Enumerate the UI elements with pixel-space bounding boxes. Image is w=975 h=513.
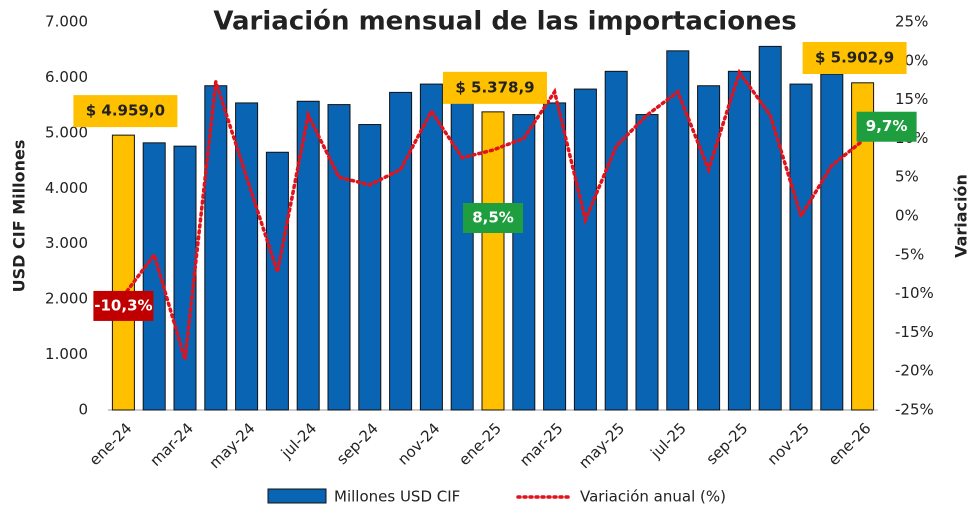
- y-tick-label: 7.000: [45, 13, 88, 31]
- x-tick-label: jul-24: [277, 419, 320, 462]
- x-tick-label: nov-25: [764, 419, 813, 468]
- bar: [635, 114, 659, 411]
- bar: [204, 85, 228, 411]
- line-label-box: [463, 203, 523, 233]
- bar: [327, 104, 351, 411]
- x-tick-label: ene-24: [86, 419, 136, 469]
- y2-tick-label: 15%: [895, 90, 928, 108]
- bar: [789, 83, 813, 411]
- line-value-label: -10,3%: [94, 296, 152, 314]
- line-value-label: 9,7%: [866, 117, 908, 135]
- x-tick-label: ene-26: [825, 419, 875, 469]
- line-label-box: [93, 290, 154, 321]
- value-label-box: [802, 42, 907, 74]
- y-tick-label: 1.000: [45, 345, 88, 363]
- y-axis-title: USD CIF Millones: [10, 140, 29, 293]
- bar: [543, 102, 567, 411]
- bar-value-label: $ 5.378,9: [455, 78, 534, 96]
- bar-value-label: $ 4.959,0: [86, 102, 165, 120]
- bar: [512, 114, 536, 411]
- line-label-box: [856, 111, 917, 142]
- bar: [666, 50, 690, 411]
- y-tick-label: 4.000: [45, 179, 88, 197]
- bar: [235, 102, 259, 411]
- x-tick-label: ene-25: [455, 419, 505, 469]
- line-series: [121, 68, 865, 361]
- x-tick-label: mar-24: [146, 419, 197, 470]
- y-tick-label: 3.000: [45, 234, 88, 252]
- value-label-box: [73, 95, 178, 128]
- bar: [358, 124, 382, 411]
- bar: [727, 70, 751, 411]
- chart-title: Variación mensual de las importaciones: [213, 7, 796, 37]
- bar: [296, 100, 320, 411]
- x-tick-label: sep-24: [333, 419, 382, 468]
- bar: [265, 151, 289, 411]
- line-value-label: 8,5%: [472, 209, 514, 227]
- y2-axis-title: Variación: [952, 174, 971, 258]
- x-tick-label: jul-25: [646, 419, 689, 462]
- x-tick-label: sep-25: [703, 419, 752, 468]
- legend-label: Variación anual (%): [580, 488, 726, 506]
- bar: [758, 45, 782, 411]
- x-tick-label: mar-25: [516, 419, 567, 470]
- y2-tick-label: -20%: [895, 362, 934, 380]
- y-tick-label: 5.000: [45, 123, 88, 141]
- y2-tick-label: 5%: [895, 168, 919, 186]
- y2-tick-label: -5%: [895, 245, 924, 263]
- legend-swatch: [267, 488, 327, 504]
- y2-tick-label: -10%: [895, 284, 934, 302]
- y2-tick-label: 25%: [895, 13, 928, 31]
- y2-tick-label: -25%: [895, 401, 934, 419]
- bar: [573, 88, 597, 411]
- bar: [820, 73, 844, 411]
- x-tick-label: may-25: [575, 419, 628, 472]
- x-tick-label: may-24: [206, 419, 259, 472]
- legend-label: Millones USD CIF: [334, 488, 460, 506]
- y-tick-label: 0: [78, 401, 88, 419]
- bar: [851, 82, 875, 411]
- value-label-box: [443, 71, 547, 104]
- bar-value-label: $ 5.902,9: [815, 49, 894, 67]
- y2-tick-label: 0%: [895, 207, 919, 225]
- x-tick-label: nov-24: [394, 419, 443, 468]
- bar: [389, 91, 413, 411]
- bar: [697, 85, 721, 411]
- y-tick-label: 6.000: [45, 68, 88, 86]
- bar: [142, 142, 166, 411]
- y-tick-label: 2.000: [45, 290, 88, 308]
- bar: [111, 134, 135, 411]
- bar: [419, 83, 443, 411]
- bar: [604, 70, 628, 411]
- bar: [481, 111, 505, 411]
- y2-tick-label: -15%: [895, 323, 934, 341]
